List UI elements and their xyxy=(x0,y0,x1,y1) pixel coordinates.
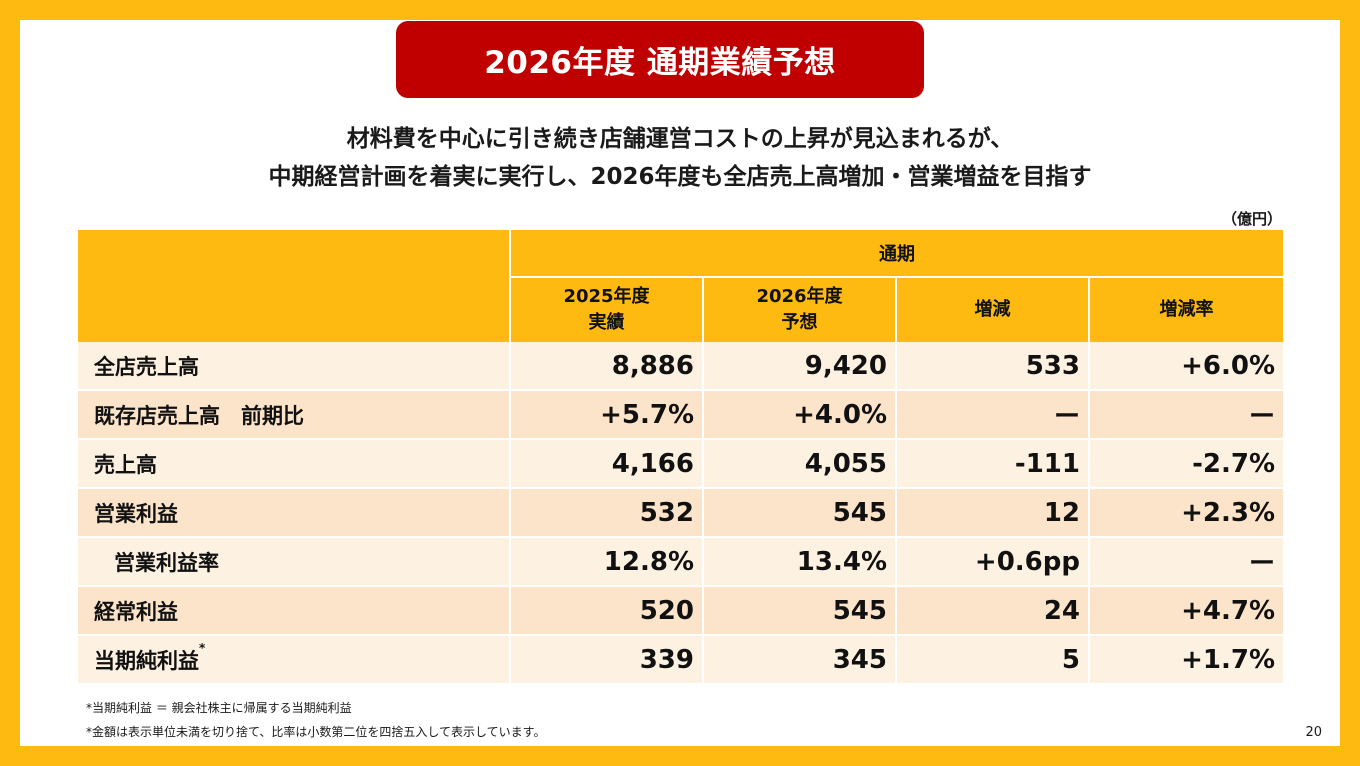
row-label: 既存店売上高 前期比 xyxy=(78,391,511,440)
cell-value: -111 xyxy=(897,440,1090,489)
cell-value: 345 xyxy=(704,636,897,685)
cell-value: +6.0% xyxy=(1090,342,1283,391)
header-change-rate: 増減率 xyxy=(1090,278,1283,342)
row-label: 営業利益率 xyxy=(78,538,511,587)
subtitle-line-2: 中期経営計画を着実に実行し、2026年度も全店売上高増加・営業増益を目指す xyxy=(268,164,1092,190)
footnote-marker: * xyxy=(199,640,206,655)
row-label: 全店売上高 xyxy=(78,342,511,391)
cell-value: 12 xyxy=(897,489,1090,538)
row-label: 営業利益 xyxy=(78,489,511,538)
cell-value: 545 xyxy=(704,587,897,636)
cell-value: ー xyxy=(897,391,1090,440)
cell-value: -2.7% xyxy=(1090,440,1283,489)
table-row: 営業利益率 12.8% 13.4% +0.6pp ー xyxy=(78,538,1283,587)
header-fy2025-actual: 2025年度 実績 xyxy=(511,278,704,342)
header-line: 予想 xyxy=(781,312,818,333)
cell-value: +4.7% xyxy=(1090,587,1283,636)
header-line: 2026年度 xyxy=(756,286,843,307)
cell-value: 12.8% xyxy=(511,538,704,587)
cell-value: 520 xyxy=(511,587,704,636)
table-row: 既存店売上高 前期比 +5.7% +4.0% ー ー xyxy=(78,391,1283,440)
cell-value: 13.4% xyxy=(704,538,897,587)
forecast-table: 通期 2025年度 実績 2026年度 予想 増減 増減率 全店売上高 8,88… xyxy=(78,230,1283,685)
cell-value: 339 xyxy=(511,636,704,685)
header-fy2026-forecast: 2026年度 予想 xyxy=(704,278,897,342)
footnote-net-income: *当期純利益 ＝ 親会社株主に帰属する当期純利益 xyxy=(86,701,352,715)
cell-value: +2.3% xyxy=(1090,489,1283,538)
table-row: 売上高 4,166 4,055 -111 -2.7% xyxy=(78,440,1283,489)
cell-value: +1.7% xyxy=(1090,636,1283,685)
page-number: 20 xyxy=(1305,725,1322,740)
cell-value: ー xyxy=(1090,391,1283,440)
cell-value: 9,420 xyxy=(704,342,897,391)
row-label: 当期純利益 xyxy=(94,648,199,673)
cell-value: 545 xyxy=(704,489,897,538)
header-line: 増減 xyxy=(974,299,1011,320)
cell-value: 4,166 xyxy=(511,440,704,489)
cell-value: +4.0% xyxy=(704,391,897,440)
header-blank-cell xyxy=(78,230,511,342)
table-row: 営業利益 532 545 12 +2.3% xyxy=(78,489,1283,538)
page-title: 2026年度 通期業績予想 xyxy=(484,45,836,81)
row-label: 売上高 xyxy=(78,440,511,489)
cell-value: 4,055 xyxy=(704,440,897,489)
cell-value: 533 xyxy=(897,342,1090,391)
cell-value: 24 xyxy=(897,587,1090,636)
cell-value: +0.6pp xyxy=(897,538,1090,587)
cell-value: 532 xyxy=(511,489,704,538)
row-label: 経常利益 xyxy=(78,587,511,636)
table-row: 当期純利益* 339 345 5 +1.7% xyxy=(78,636,1283,685)
subtitle-line-1: 材料費を中心に引き続き店舗運営コストの上昇が見込まれるが、 xyxy=(346,126,1014,152)
title-banner: 2026年度 通期業績予想 xyxy=(396,21,924,98)
header-line: 実績 xyxy=(588,312,625,333)
header-line: 増減率 xyxy=(1159,299,1214,320)
unit-label: （億円） xyxy=(1221,210,1282,228)
table-row: 経常利益 520 545 24 +4.7% xyxy=(78,587,1283,636)
table-row: 全店売上高 8,886 9,420 533 +6.0% xyxy=(78,342,1283,391)
header-group-full-year: 通期 xyxy=(511,230,1283,278)
subtitle: 材料費を中心に引き続き店舗運営コストの上昇が見込まれるが、 中期経営計画を着実に… xyxy=(0,120,1360,196)
cell-value: +5.7% xyxy=(511,391,704,440)
row-label-cell: 当期純利益* xyxy=(78,636,511,685)
header-change: 増減 xyxy=(897,278,1090,342)
cell-value: 5 xyxy=(897,636,1090,685)
footnote-rounding: *金額は表示単位未満を切り捨て、比率は小数第二位を四捨五入して表示しています。 xyxy=(86,725,546,739)
cell-value: 8,886 xyxy=(511,342,704,391)
header-line: 2025年度 xyxy=(563,286,650,307)
cell-value: ー xyxy=(1090,538,1283,587)
